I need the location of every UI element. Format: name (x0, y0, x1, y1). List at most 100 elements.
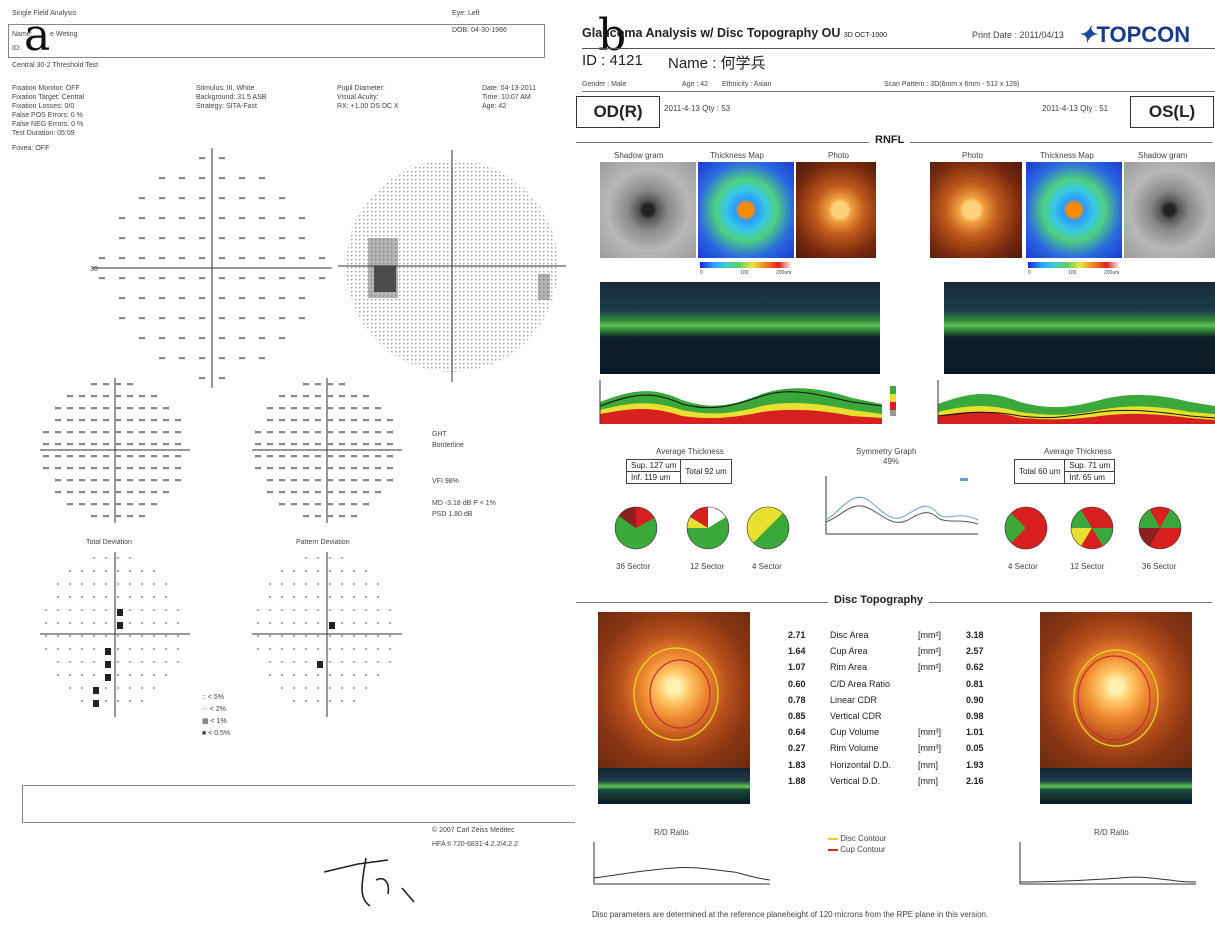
probability-symbol (81, 648, 83, 650)
deviation-value-mark (91, 455, 97, 458)
deviation-value-mark (115, 491, 121, 494)
probability-symbol (117, 687, 119, 689)
tsnit-legend-icon (890, 386, 896, 416)
disc-param-os-value: 3.18 (966, 630, 984, 640)
threshold-value-mark (199, 257, 205, 260)
vf-param: RX: +1.00 DS DC X (337, 103, 399, 110)
probability-symbol (93, 648, 95, 650)
disc-param-od-value: 2.71 (788, 630, 806, 640)
probability-symbol (365, 596, 367, 598)
threshold-value-mark (279, 317, 285, 320)
threshold-value-mark (139, 337, 145, 340)
probability-symbol (81, 596, 83, 598)
footnote: Disc parameters are determined at the re… (592, 910, 989, 919)
deviation-value-mark (291, 467, 297, 470)
threshold-value-mark (199, 317, 205, 320)
threshold-value-mark (119, 217, 125, 220)
probability-symbol (305, 635, 307, 637)
probability-symbol (317, 661, 323, 668)
od-color-scale (700, 262, 792, 268)
probability-symbol (377, 635, 379, 637)
threshold-value-mark (159, 337, 165, 340)
deviation-value-mark (67, 503, 73, 506)
os-image-label: Photo (962, 151, 983, 160)
threshold-value-mark (179, 317, 185, 320)
disc-param-name: Cup Volume (830, 727, 880, 738)
probability-symbol (269, 648, 271, 650)
cup-contour-label: Cup Contour (840, 845, 886, 854)
probability-symbol (117, 583, 119, 585)
threshold-value-mark (199, 377, 205, 380)
deviation-value-mark (315, 443, 321, 446)
probability-symbol (69, 674, 71, 676)
disc-param-unit: [mm²] (918, 646, 941, 657)
deviation-value-mark (375, 443, 381, 446)
vf-name-prefix: Name: (12, 31, 33, 38)
deviation-value-mark (55, 467, 61, 470)
probability-symbol (365, 635, 367, 637)
probability-symbol (165, 609, 167, 611)
deviation-value-mark (175, 467, 181, 470)
os-disc-photo (1040, 612, 1192, 768)
deviation-value-mark (139, 467, 145, 470)
probability-symbol (69, 609, 71, 611)
total-deviation-label: Total Deviation (86, 539, 132, 546)
os-disc-contours (1073, 649, 1159, 747)
probability-symbol (165, 583, 167, 585)
probability-symbol (93, 674, 95, 676)
deviation-value-mark (55, 407, 61, 410)
od-label-box: OD(R) (576, 96, 660, 128)
disc-param-name: Vertical D.D. (830, 775, 881, 786)
deviation-value-mark (43, 455, 49, 458)
disc-param-os-value: 0.98 (966, 711, 984, 721)
ght-label: GHT (432, 431, 447, 438)
probability-symbol (57, 609, 59, 611)
disc-param-name: Vertical CDR (830, 711, 882, 721)
deviation-value-mark (303, 491, 309, 494)
probability-symbol (293, 583, 295, 585)
probability-symbol (153, 622, 155, 624)
disc-param-os-value: 0.62 (966, 662, 984, 673)
threshold-value-mark (199, 337, 205, 340)
deviation-value-mark (79, 431, 85, 434)
deviation-value-mark (303, 467, 309, 470)
os-label-box: OS(L) (1130, 96, 1214, 128)
od-disc-bscan (598, 768, 750, 804)
disc-param-name: Linear CDR (830, 694, 878, 705)
probability-symbol (317, 583, 319, 585)
deviation-value-mark (327, 479, 333, 482)
os-sector-label: 12 Sector (1070, 562, 1105, 571)
deviation-value-mark (363, 479, 369, 482)
deviation-value-mark (115, 515, 121, 518)
os-color-scale (1028, 262, 1120, 268)
probability-symbol (81, 700, 83, 702)
probability-symbol (293, 609, 295, 611)
threshold-value-mark (219, 217, 225, 220)
probability-symbol (69, 635, 71, 637)
deviation-value-mark (79, 419, 85, 422)
probability-symbol (353, 635, 355, 637)
legend-item: :: < 5% (202, 694, 224, 701)
legend-item: ⁘ < 2% (202, 706, 226, 713)
vf-param: Strategy: SITA-Fast (196, 103, 257, 110)
probability-symbol (153, 648, 155, 650)
patient-age: Age : 42 (682, 81, 709, 88)
deviation-value-mark (255, 467, 261, 470)
deviation-value-mark (67, 431, 73, 434)
deviation-value-mark (339, 443, 345, 446)
probability-symbol (353, 648, 355, 650)
disc-param-od-value: 0.85 (788, 711, 806, 721)
probability-symbol (341, 596, 343, 598)
deviation-value-mark (115, 503, 121, 506)
deviation-value-mark (339, 491, 345, 494)
deviation-value-mark (115, 443, 121, 446)
probability-symbol (69, 648, 71, 650)
probability-symbol (341, 635, 343, 637)
probability-symbol (317, 609, 319, 611)
probability-symbol (269, 635, 271, 637)
probability-symbol (117, 596, 119, 598)
probability-symbol (341, 674, 343, 676)
od-sector-label: 36 Sector (616, 562, 651, 571)
scale-tick: 200um (776, 270, 792, 276)
deviation-value-mark (103, 383, 109, 386)
